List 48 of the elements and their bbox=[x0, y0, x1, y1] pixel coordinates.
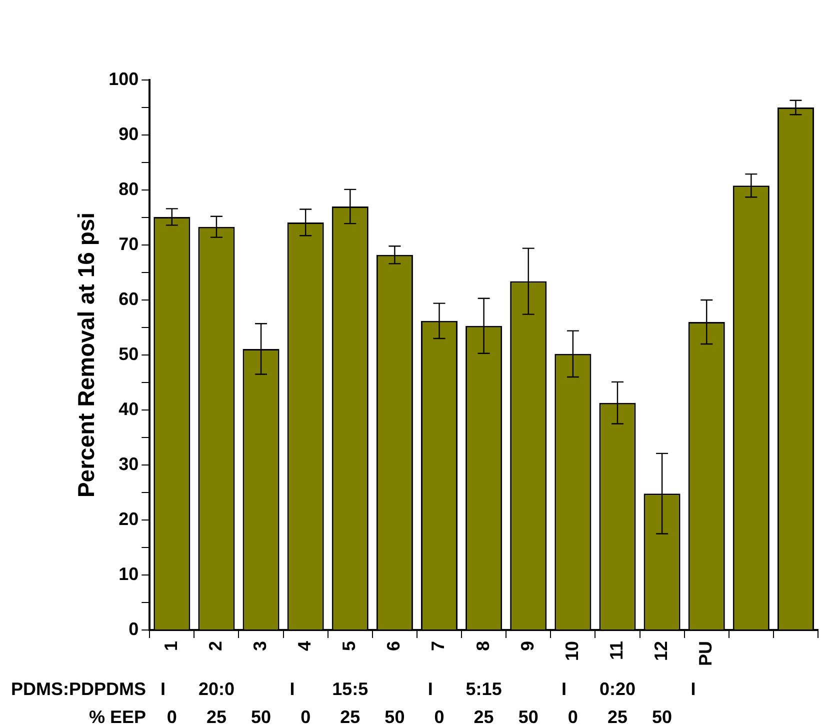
text: 15:5 bbox=[332, 678, 368, 699]
text: % EEP bbox=[88, 706, 146, 727]
text: I bbox=[562, 678, 567, 699]
text: 25 bbox=[206, 706, 226, 727]
x-tick-label: 9 bbox=[517, 640, 538, 652]
text: 50 bbox=[652, 706, 672, 727]
text: 0:20 bbox=[599, 678, 636, 699]
text: 25 bbox=[340, 706, 360, 727]
x-tick-label: 5 bbox=[339, 640, 360, 652]
y-tick-label: 20 bbox=[118, 508, 139, 529]
x-tick-label: 4 bbox=[294, 640, 315, 652]
y-tick-label: 10 bbox=[118, 564, 139, 584]
x-tick-label: 7 bbox=[428, 640, 448, 652]
text: 5:15 bbox=[466, 678, 502, 699]
text: 25 bbox=[474, 706, 494, 727]
y-tick-label: 100 bbox=[108, 68, 139, 89]
y-tick-label: 90 bbox=[118, 124, 139, 144]
text: I bbox=[290, 678, 295, 699]
x-tick-label: 2 bbox=[205, 640, 226, 652]
text: 20:0 bbox=[198, 678, 234, 699]
text: 0 bbox=[166, 706, 177, 727]
text: I bbox=[690, 678, 696, 699]
text: 0 bbox=[300, 706, 311, 727]
text: 50 bbox=[384, 706, 405, 727]
y-tick-label: 0 bbox=[128, 618, 139, 639]
text: I bbox=[428, 678, 433, 699]
x-tick-label: 3 bbox=[250, 640, 270, 652]
y-tick-label: 70 bbox=[118, 234, 139, 254]
x-tick-label: 8 bbox=[472, 640, 493, 652]
y-tick-label: 50 bbox=[118, 344, 139, 364]
text: 50 bbox=[251, 706, 272, 727]
text: 25 bbox=[607, 706, 628, 727]
x-tick-label: 11 bbox=[606, 640, 626, 660]
y-tick-label: 60 bbox=[118, 288, 139, 309]
x-tick-label: 6 bbox=[384, 640, 404, 652]
x-tick-label: 12 bbox=[651, 640, 672, 662]
text: 0 bbox=[434, 706, 444, 727]
x-tick-label: 10 bbox=[562, 640, 582, 662]
y-tick-label: 30 bbox=[118, 454, 139, 474]
text: I bbox=[160, 678, 166, 699]
x-tick-label: 1 bbox=[160, 640, 181, 652]
y-tick-label: 40 bbox=[118, 398, 139, 419]
x-tick-label: PU bbox=[696, 640, 716, 666]
y-axis-title: Percent Removal at 16 psi bbox=[73, 212, 100, 498]
text: PDMS:PDPDMS bbox=[10, 678, 146, 699]
y-tick-label: 80 bbox=[118, 178, 139, 199]
text: 50 bbox=[518, 706, 538, 727]
text: 0 bbox=[568, 706, 578, 727]
